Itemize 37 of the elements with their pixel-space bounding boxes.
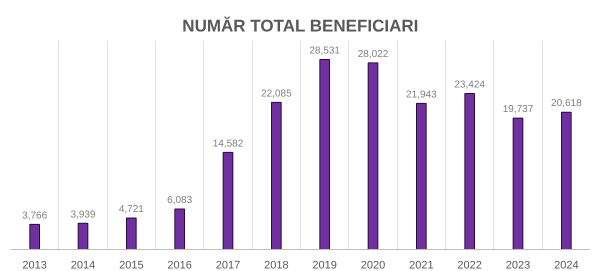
x-tick-label: 2015 [119,260,144,271]
data-label: 4,721 [118,204,144,216]
bar [464,93,475,250]
data-label: 14,582 [212,138,244,150]
data-label: 19,737 [502,104,534,116]
x-tick-label: 2018 [264,260,289,271]
x-tick-label: 2024 [554,260,579,271]
data-label: 21,943 [406,89,438,100]
bar [368,62,378,250]
x-tick-label: 2019 [312,260,337,271]
x-tick-label: 2023 [506,260,530,271]
x-tick-label: 2013 [22,260,47,271]
bar [222,152,234,250]
data-label: 20,618 [551,98,582,110]
x-tick-label: 2020 [360,260,386,271]
data-label: 6,083 [167,194,193,206]
bar [416,102,427,250]
x-tick-label: 2017 [216,260,240,271]
x-tick-label: 2022 [457,260,482,271]
data-label: 28,022 [358,48,389,60]
bar [561,112,572,250]
bar [512,118,524,250]
bar [174,208,185,250]
bar [126,218,137,250]
data-label: 23,424 [454,80,486,91]
x-tick-label: 2021 [409,260,434,271]
bar [78,222,88,250]
data-label: 3,766 [22,210,48,222]
bar [29,224,40,250]
x-tick-label: 2014 [70,260,96,271]
data-label: 28,531 [309,46,340,56]
bar [319,59,330,250]
x-tick-label: 2016 [167,260,192,271]
data-label: 22,085 [261,88,292,100]
chart-title: NUMĂR TOTAL BENEFICIARI [182,16,418,36]
bar [271,102,282,250]
data-label: 3,939 [70,209,96,220]
